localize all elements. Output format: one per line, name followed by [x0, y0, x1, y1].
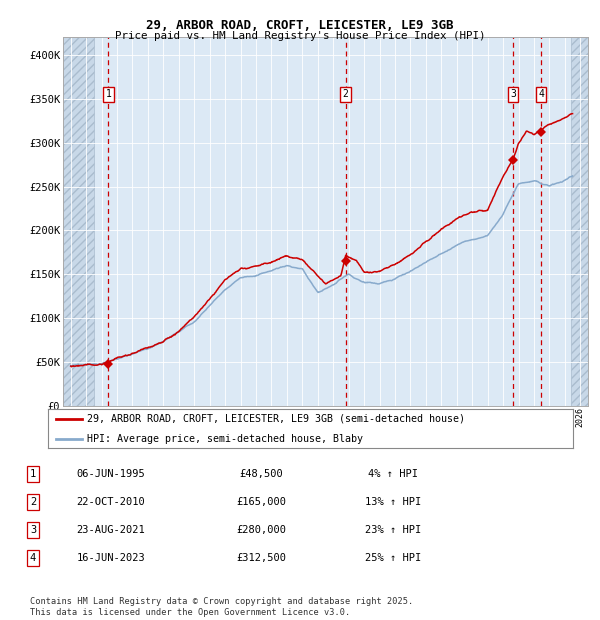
Text: 13% ↑ HPI: 13% ↑ HPI — [365, 497, 421, 507]
Text: 23% ↑ HPI: 23% ↑ HPI — [365, 525, 421, 535]
Text: 3: 3 — [30, 525, 36, 535]
Text: Price paid vs. HM Land Registry's House Price Index (HPI): Price paid vs. HM Land Registry's House … — [115, 31, 485, 41]
Text: 2: 2 — [30, 497, 36, 507]
Text: 29, ARBOR ROAD, CROFT, LEICESTER, LE9 3GB (semi-detached house): 29, ARBOR ROAD, CROFT, LEICESTER, LE9 3G… — [88, 414, 466, 424]
Text: 22-OCT-2010: 22-OCT-2010 — [77, 497, 145, 507]
Text: £280,000: £280,000 — [236, 525, 286, 535]
Text: 4% ↑ HPI: 4% ↑ HPI — [368, 469, 418, 479]
Text: 1: 1 — [30, 469, 36, 479]
Text: 29, ARBOR ROAD, CROFT, LEICESTER, LE9 3GB: 29, ARBOR ROAD, CROFT, LEICESTER, LE9 3G… — [146, 19, 454, 32]
Text: £48,500: £48,500 — [239, 469, 283, 479]
Text: 1: 1 — [106, 89, 112, 99]
Text: 16-JUN-2023: 16-JUN-2023 — [77, 553, 145, 563]
Text: 3: 3 — [510, 89, 516, 99]
Text: 06-JUN-1995: 06-JUN-1995 — [77, 469, 145, 479]
Text: HPI: Average price, semi-detached house, Blaby: HPI: Average price, semi-detached house,… — [88, 434, 364, 444]
Text: 25% ↑ HPI: 25% ↑ HPI — [365, 553, 421, 563]
Text: £312,500: £312,500 — [236, 553, 286, 563]
Text: £165,000: £165,000 — [236, 497, 286, 507]
Text: Contains HM Land Registry data © Crown copyright and database right 2025.
This d: Contains HM Land Registry data © Crown c… — [30, 598, 413, 617]
Text: 23-AUG-2021: 23-AUG-2021 — [77, 525, 145, 535]
Text: 2: 2 — [343, 89, 349, 99]
Text: 4: 4 — [30, 553, 36, 563]
Text: 4: 4 — [538, 89, 544, 99]
